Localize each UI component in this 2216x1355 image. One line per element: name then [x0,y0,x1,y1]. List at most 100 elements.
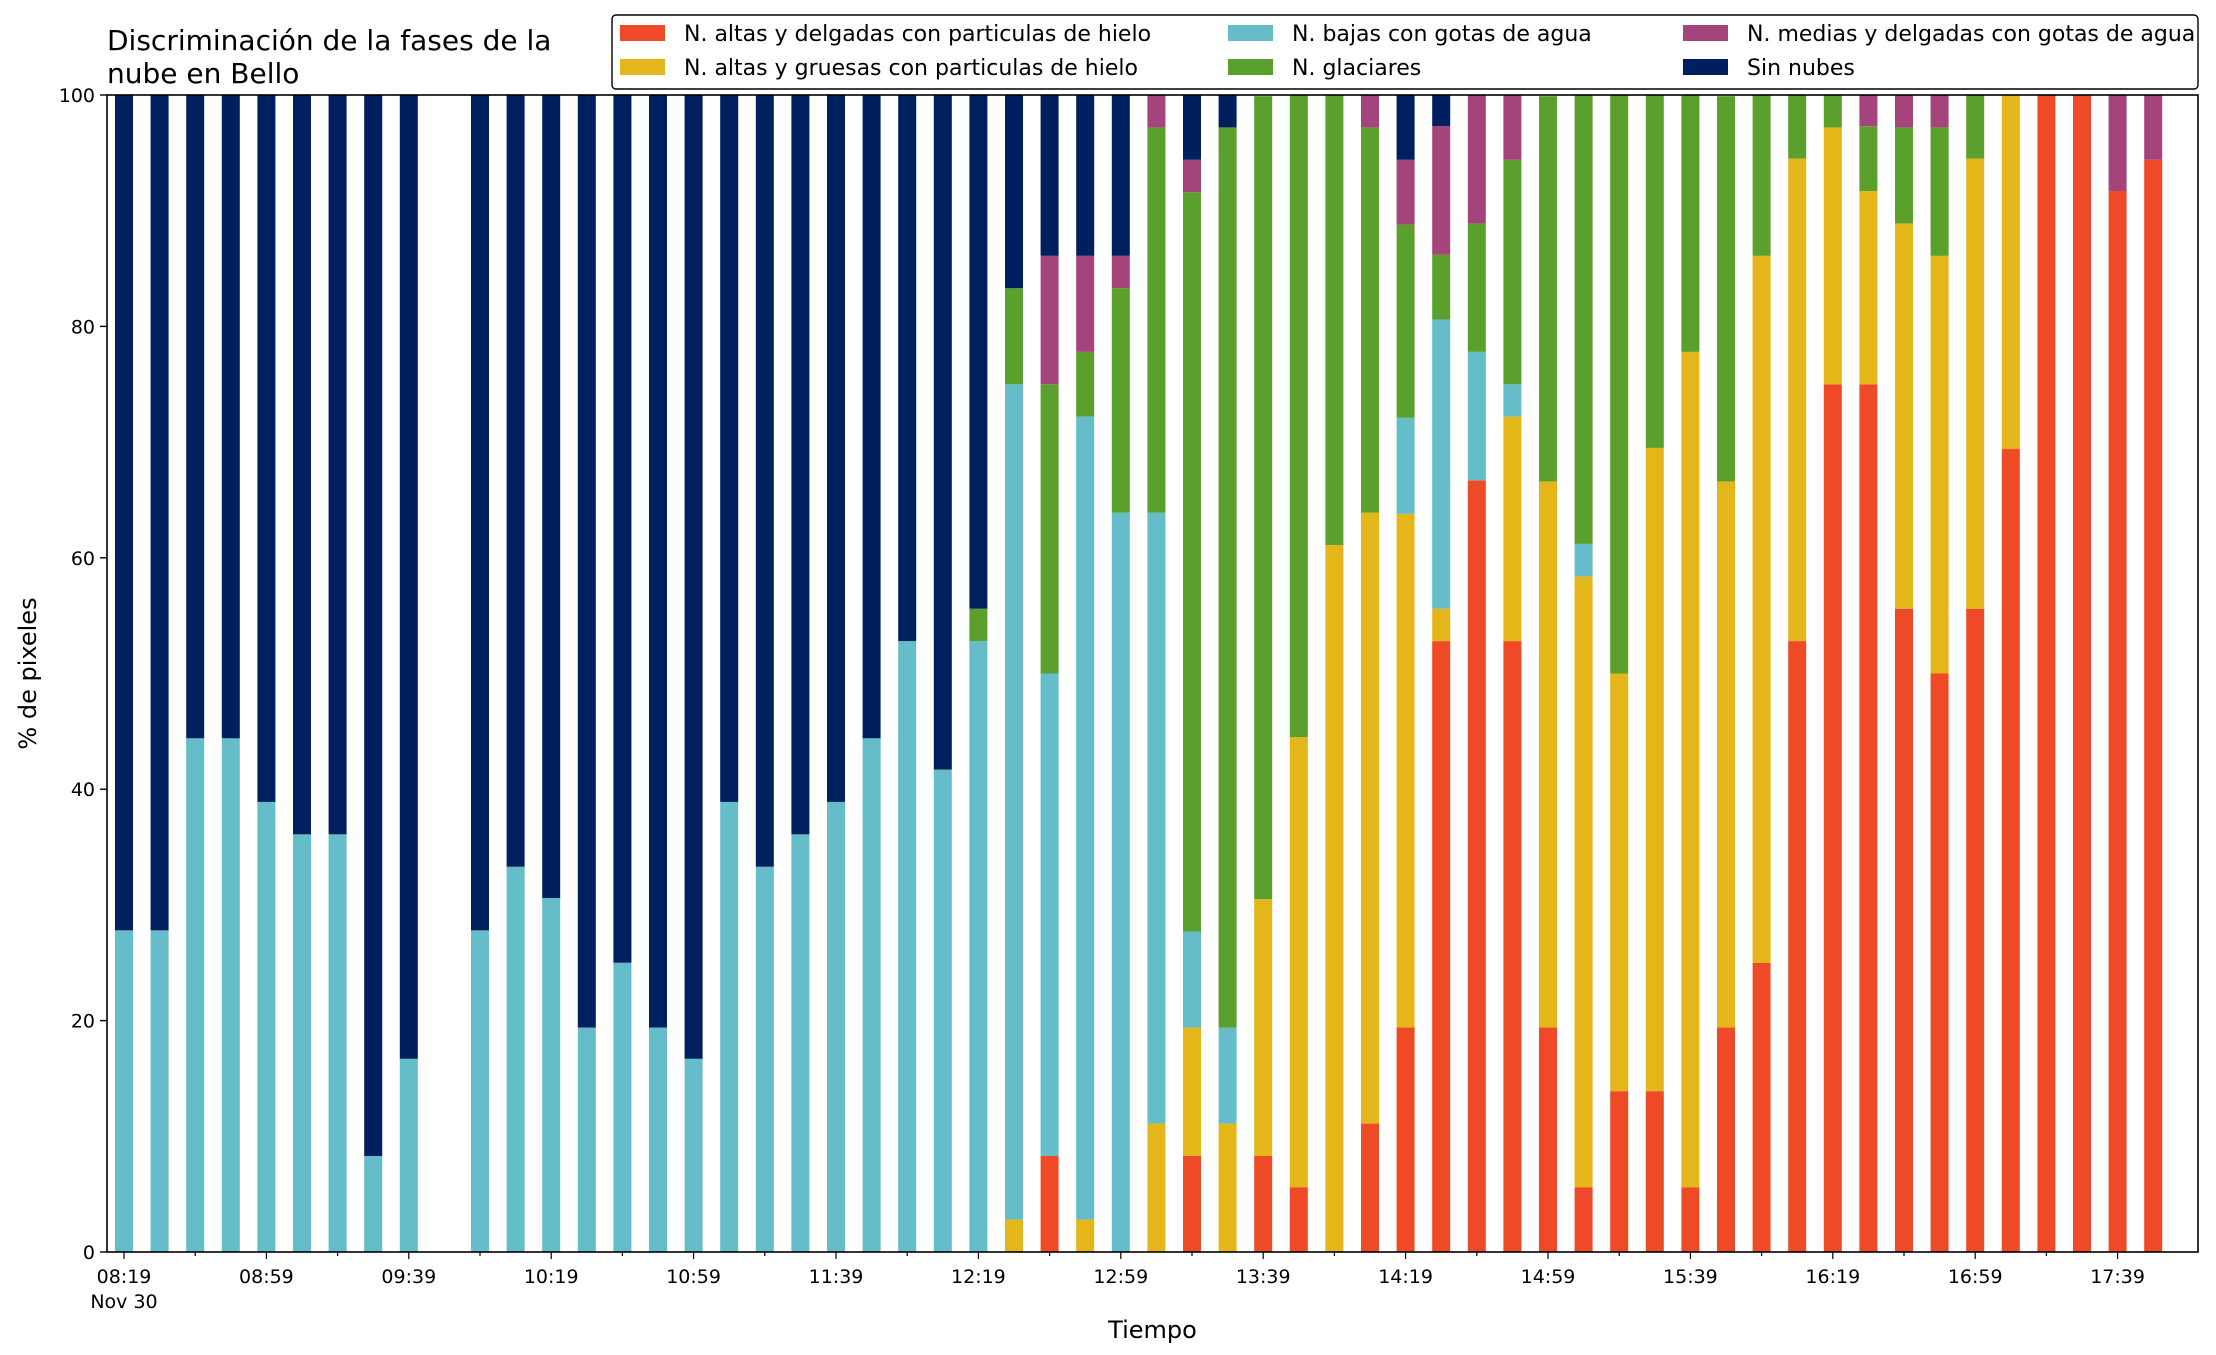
bar-segment [1503,641,1522,1252]
x-tick-label: 09:39 [381,1266,436,1288]
y-tick-label: 100 [59,85,95,107]
bar-segment [1361,1123,1379,1252]
bar-segment [115,95,133,931]
bar-segment [2001,449,2020,1252]
bar-segment [1111,512,1130,1252]
x-tick-label: 14:19 [1378,1266,1433,1288]
bar-segment [1111,288,1130,513]
bar-segment [684,1058,703,1252]
bar-segment [969,641,988,1252]
x-tick-label: 13:39 [1236,1266,1291,1288]
x-tick-label: 15:39 [1663,1266,1718,1288]
bar-segment [2144,95,2163,160]
bar-segment [471,930,489,1252]
bar-segment [542,95,561,898]
bar-segment [1254,96,1273,900]
legend-swatch [620,25,665,41]
chart-title-line-1: Discriminación de la fases de la [107,24,551,57]
bar-segment [1183,1027,1201,1156]
bar-segment [399,95,418,1059]
bar-segment [969,95,988,609]
y-tick-label: 60 [71,548,95,570]
bar-segment [221,738,240,1252]
bar-segment [1432,254,1451,320]
bar-segment [577,1027,596,1252]
bar-segment [328,95,347,835]
bar-segment [613,95,632,963]
bar-segment [1005,95,1023,289]
legend-item: Sin nubes [1683,56,1855,81]
x-tick-label: 10:59 [666,1266,721,1288]
bar-segment [364,1155,383,1252]
bar-segment [684,95,703,1059]
bar-segment [1289,737,1308,1188]
bar-segment [2001,95,2020,450]
bar-segment [1396,417,1415,514]
bar-segment [2108,95,2127,192]
bar-segment [364,95,383,1156]
x-tick-label: 17:39 [2090,1266,2145,1288]
bar-segment [150,930,169,1252]
bar-segment [1432,126,1451,255]
bar-segment [862,738,881,1252]
bar-segment [1005,384,1023,1220]
bar-segment [1147,1123,1166,1252]
x-tick-sublabel: Nov 30 [90,1291,157,1313]
bar-segment [1574,576,1593,1188]
bar-segment [1752,95,1771,256]
bar-segment [1076,95,1095,256]
x-tick-label: 08:59 [239,1266,294,1288]
bar-segment [1467,223,1486,352]
bar-segment [720,95,739,802]
bar-segment [1289,95,1308,738]
bar-segment [898,641,917,1252]
bar-segment [1183,159,1201,193]
bar-segment [1040,1155,1059,1252]
bar-segment [755,95,774,867]
bar-segment [1610,673,1629,1092]
axes-frame [106,94,2199,1253]
bar-segment [1788,95,1807,159]
bar-segment [1574,543,1593,577]
bar-segment [649,95,667,1028]
x-axis: 08:19 Nov 30 08:59 09:39 10:19 10:59 11:39 12:1… [90,1252,2145,1313]
x-tick-label: 08:19 [97,1266,152,1288]
bar-segment [1432,95,1451,127]
legend-label: Sin nubes [1747,56,1855,81]
bar-segment [1895,127,1913,224]
bar-segment [755,866,774,1252]
x-tick-label: 12:59 [1093,1266,1148,1288]
bar-segment [862,95,881,739]
bar-segment [1574,1187,1593,1252]
bar-segment [542,897,561,1252]
bar-segment [1040,384,1059,674]
bar-segment [1645,1091,1664,1252]
bar-segment [1396,95,1415,160]
bar-segment [1325,545,1344,1252]
bar-segment [1859,191,1878,385]
bar-segment [1396,1027,1415,1252]
bar-segment [1503,416,1522,642]
bar-segment [1823,95,1842,128]
bar-segment [399,1058,418,1252]
bar-segment [1966,608,1985,1252]
bar-segment [1930,127,1949,256]
bar-segment [1005,1219,1023,1252]
bar-segment [649,1027,667,1252]
bar-segment [1432,319,1451,609]
bar-segment [1432,641,1451,1252]
bar-segment [506,95,525,867]
bar-segment [1361,512,1379,1124]
bar-segment [1823,384,1842,1252]
legend-label: N. bajas con gotas de agua [1292,22,1592,47]
x-axis-title: Tiempo [1107,1316,1197,1344]
bar-segment [1503,384,1522,417]
bar-segment [933,95,952,770]
bar-segment [1966,158,1985,609]
bar-segment [1183,931,1201,1028]
bar-segment [1645,447,1664,1092]
bar-segment [1539,96,1557,482]
y-tick-label: 0 [83,1242,95,1264]
bar-segment [1859,95,1878,127]
bar-segment [1610,95,1629,674]
